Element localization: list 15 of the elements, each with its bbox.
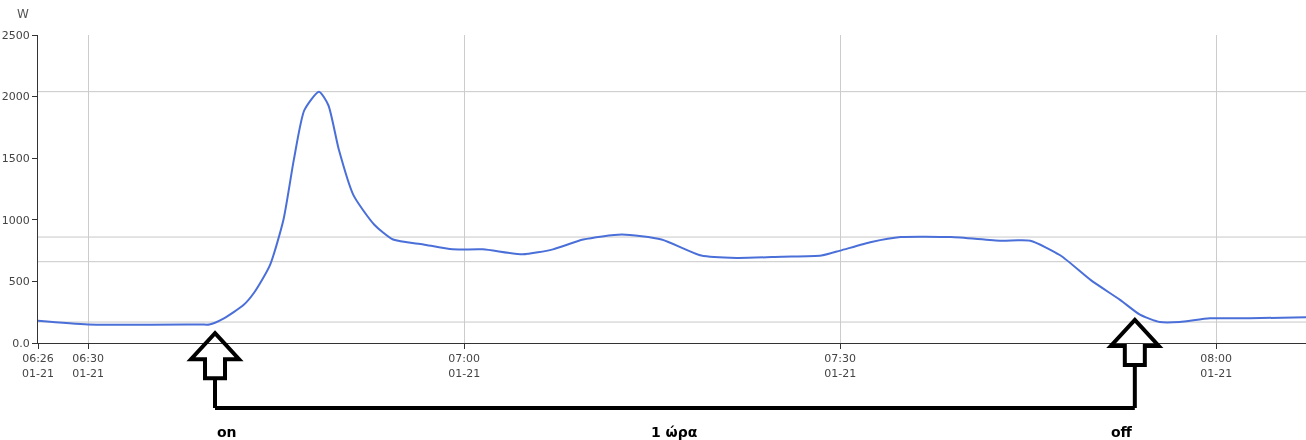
y-tick-label: 500: [8, 275, 30, 289]
y-axis-title: W: [17, 7, 29, 21]
y-tick-label: 2500: [1, 28, 30, 42]
y-tick-label: 1000: [1, 213, 30, 227]
text: 1 ώρα: [651, 424, 698, 440]
x-tick-label: 07:00 01-21: [448, 352, 481, 380]
y-tick-label: 0.0: [12, 336, 30, 350]
x-tick-label: 06:30 01-21: [72, 352, 105, 380]
x-tick-label: 08:00 01-21: [1200, 352, 1233, 380]
text: off: [1111, 424, 1133, 440]
text: on: [217, 424, 237, 440]
y-tick-label: 1500: [1, 152, 30, 166]
y-tick-label: 2000: [1, 90, 30, 104]
x-tick-label: 06:26 01-21: [22, 352, 54, 380]
x-tick-label: 07:30 01-21: [824, 352, 857, 380]
